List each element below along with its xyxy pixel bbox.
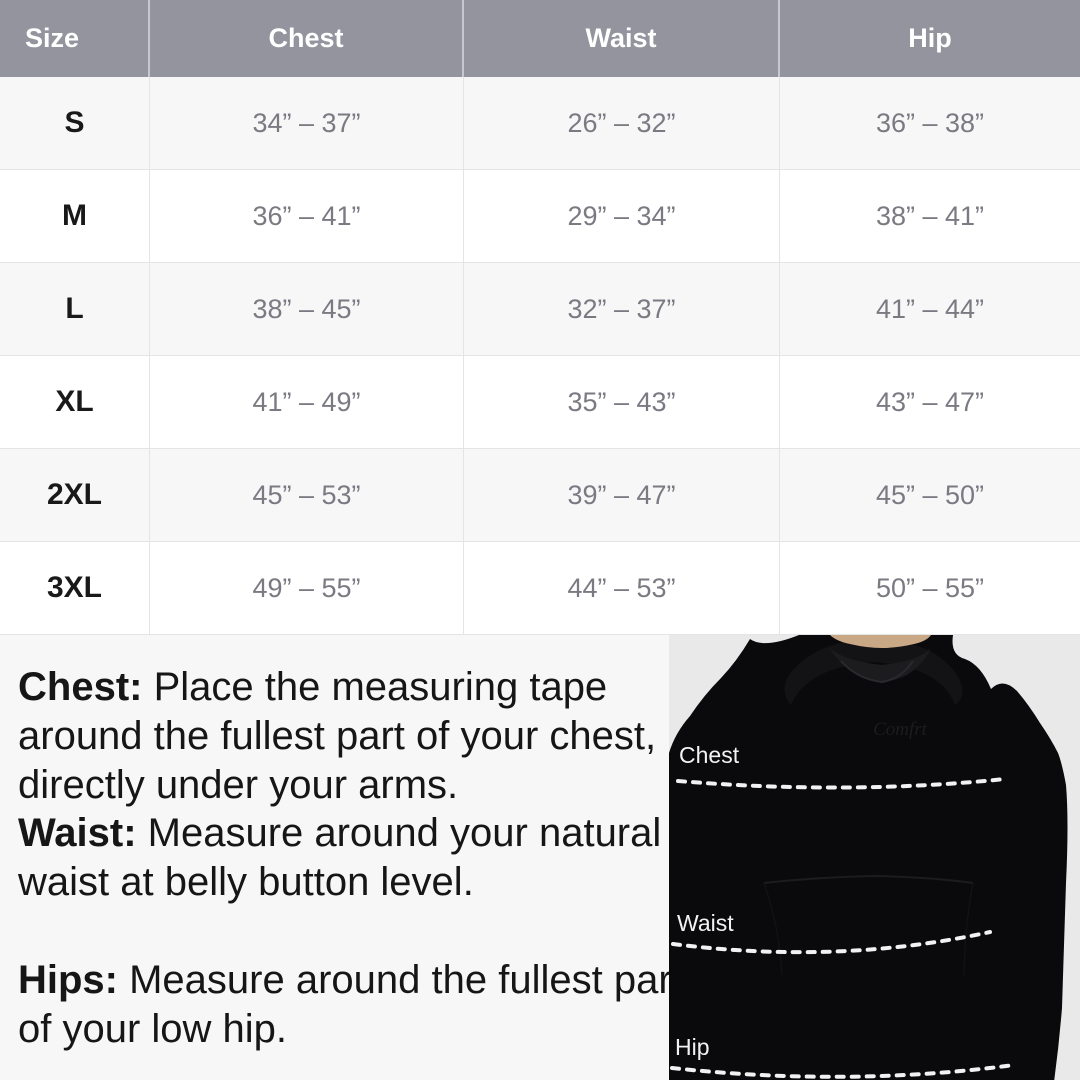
svg-text:Hip: Hip bbox=[675, 1034, 710, 1060]
svg-text:Waist: Waist bbox=[677, 910, 734, 936]
svg-text:Chest: Chest bbox=[679, 742, 740, 768]
svg-text:Comfrt: Comfrt bbox=[873, 719, 928, 740]
